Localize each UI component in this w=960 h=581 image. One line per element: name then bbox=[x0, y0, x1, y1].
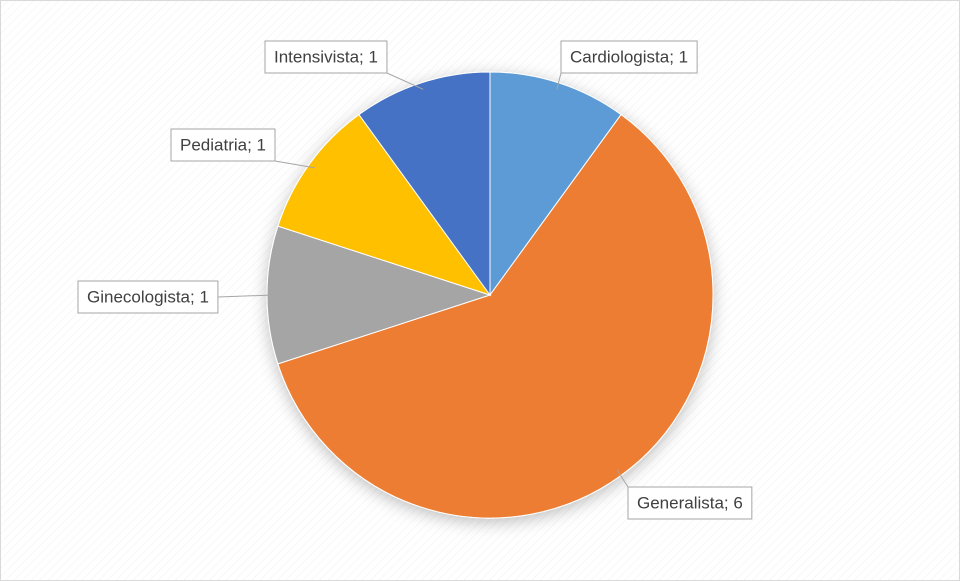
data-labels: Cardiologista; 1 Generalista; 6 Ginecologi… bbox=[77, 40, 753, 520]
label-text: Cardiologista; 1 bbox=[570, 47, 688, 66]
data-label: Cardiologista; 1 bbox=[560, 40, 698, 74]
leader-line bbox=[217, 294, 274, 298]
data-label: Intensivista; 1 bbox=[264, 40, 388, 74]
label-text: Intensivista; 1 bbox=[274, 47, 378, 66]
data-label: Generalista; 6 bbox=[627, 486, 753, 520]
data-label: Pediatria; 1 bbox=[170, 128, 276, 162]
label-box bbox=[627, 486, 753, 520]
label-text: Generalista; 6 bbox=[637, 493, 743, 512]
leader-line bbox=[616, 469, 629, 488]
label-text: Ginecologista; 1 bbox=[87, 287, 209, 306]
data-label: Ginecologista; 1 bbox=[77, 280, 219, 314]
label-text: Pediatria; 1 bbox=[180, 135, 266, 154]
leader-line bbox=[556, 72, 562, 90]
label-box bbox=[77, 280, 219, 314]
label-box bbox=[170, 128, 276, 162]
leader-line bbox=[386, 72, 424, 90]
pie bbox=[266, 71, 714, 519]
label-box bbox=[264, 40, 388, 74]
pie-slice bbox=[358, 71, 491, 297]
pie-slice bbox=[277, 113, 492, 296]
leader-line bbox=[274, 160, 316, 169]
label-box bbox=[560, 40, 698, 74]
